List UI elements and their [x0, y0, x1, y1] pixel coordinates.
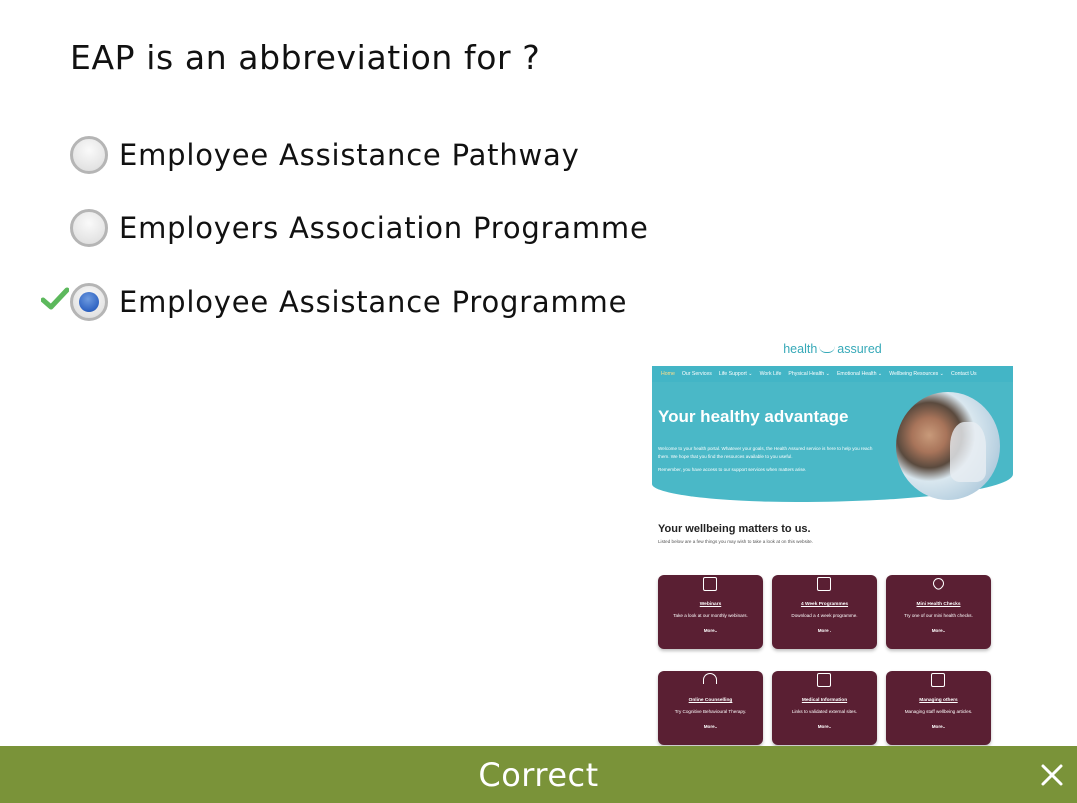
- option-employers-association-programme[interactable]: Employers Association Programme: [70, 208, 649, 248]
- feedback-text: Correct: [478, 756, 599, 794]
- call-centre-photo: [896, 392, 1000, 500]
- section-subtitle: Listed below are a few things you may wi…: [658, 539, 813, 544]
- heart-icon: [930, 575, 947, 592]
- nav-item: Contact Us: [950, 371, 977, 377]
- resource-card: Webinars Take a look at our monthly webi…: [658, 575, 763, 649]
- nav-item: Our Services: [681, 371, 712, 377]
- resource-card: Medical Information Links to validated e…: [772, 671, 877, 745]
- option-employee-assistance-pathway[interactable]: Employee Assistance Pathway: [70, 135, 580, 175]
- website-screenshot-image: health assured Home Our Services Life Sup…: [652, 334, 1013, 746]
- radio-button[interactable]: [70, 136, 108, 174]
- hero-text: Remember, you have access to our support…: [658, 467, 807, 472]
- resource-card: 4 Week Programmes Download a 4 week prog…: [772, 575, 877, 649]
- headphones-icon: [703, 673, 717, 684]
- nav-item: Home: [661, 371, 675, 377]
- question-text: EAP is an abbreviation for ?: [70, 38, 541, 77]
- resource-cards: Webinars Take a look at our monthly webi…: [658, 575, 991, 745]
- nav-item: Life Support ⌄: [718, 371, 753, 377]
- presentation-icon: [703, 577, 717, 591]
- feedback-bar: Correct: [0, 746, 1077, 803]
- health-assured-logo: health assured: [783, 342, 882, 356]
- pencil-icon: [817, 673, 831, 687]
- option-label: Employee Assistance Pathway: [119, 138, 580, 172]
- site-nav-bar: Home Our Services Life Support ⌄ Work Li…: [652, 366, 1013, 382]
- radio-button[interactable]: [70, 209, 108, 247]
- close-icon[interactable]: [1035, 758, 1069, 792]
- option-label: Employers Association Programme: [119, 211, 649, 245]
- archive-icon: [931, 673, 945, 687]
- nav-item: Emotional Health ⌄: [836, 371, 883, 377]
- option-employee-assistance-programme[interactable]: Employee Assistance Programme: [70, 282, 627, 322]
- option-label: Employee Assistance Programme: [119, 285, 628, 319]
- document-icon: [817, 577, 831, 591]
- resource-card: Mini Health Checks Try one of our mini h…: [886, 575, 991, 649]
- section-title: Your wellbeing matters to us.: [658, 523, 811, 535]
- nav-item: Wellbeing Resources ⌄: [889, 371, 944, 377]
- nav-item: Work Life: [759, 371, 782, 377]
- nav-item: Physical Health ⌄: [788, 371, 830, 377]
- hero-title: Your healthy advantage: [658, 407, 849, 426]
- resource-card: Online Counselling Try Cognitive Behavio…: [658, 671, 763, 745]
- resource-card: Managing others Managing staff wellbeing…: [886, 671, 991, 745]
- checkmark-icon: [41, 287, 69, 310]
- hero-text: Welcome to your health portal. Whatever …: [658, 446, 873, 459]
- radio-button-selected[interactable]: [70, 283, 108, 321]
